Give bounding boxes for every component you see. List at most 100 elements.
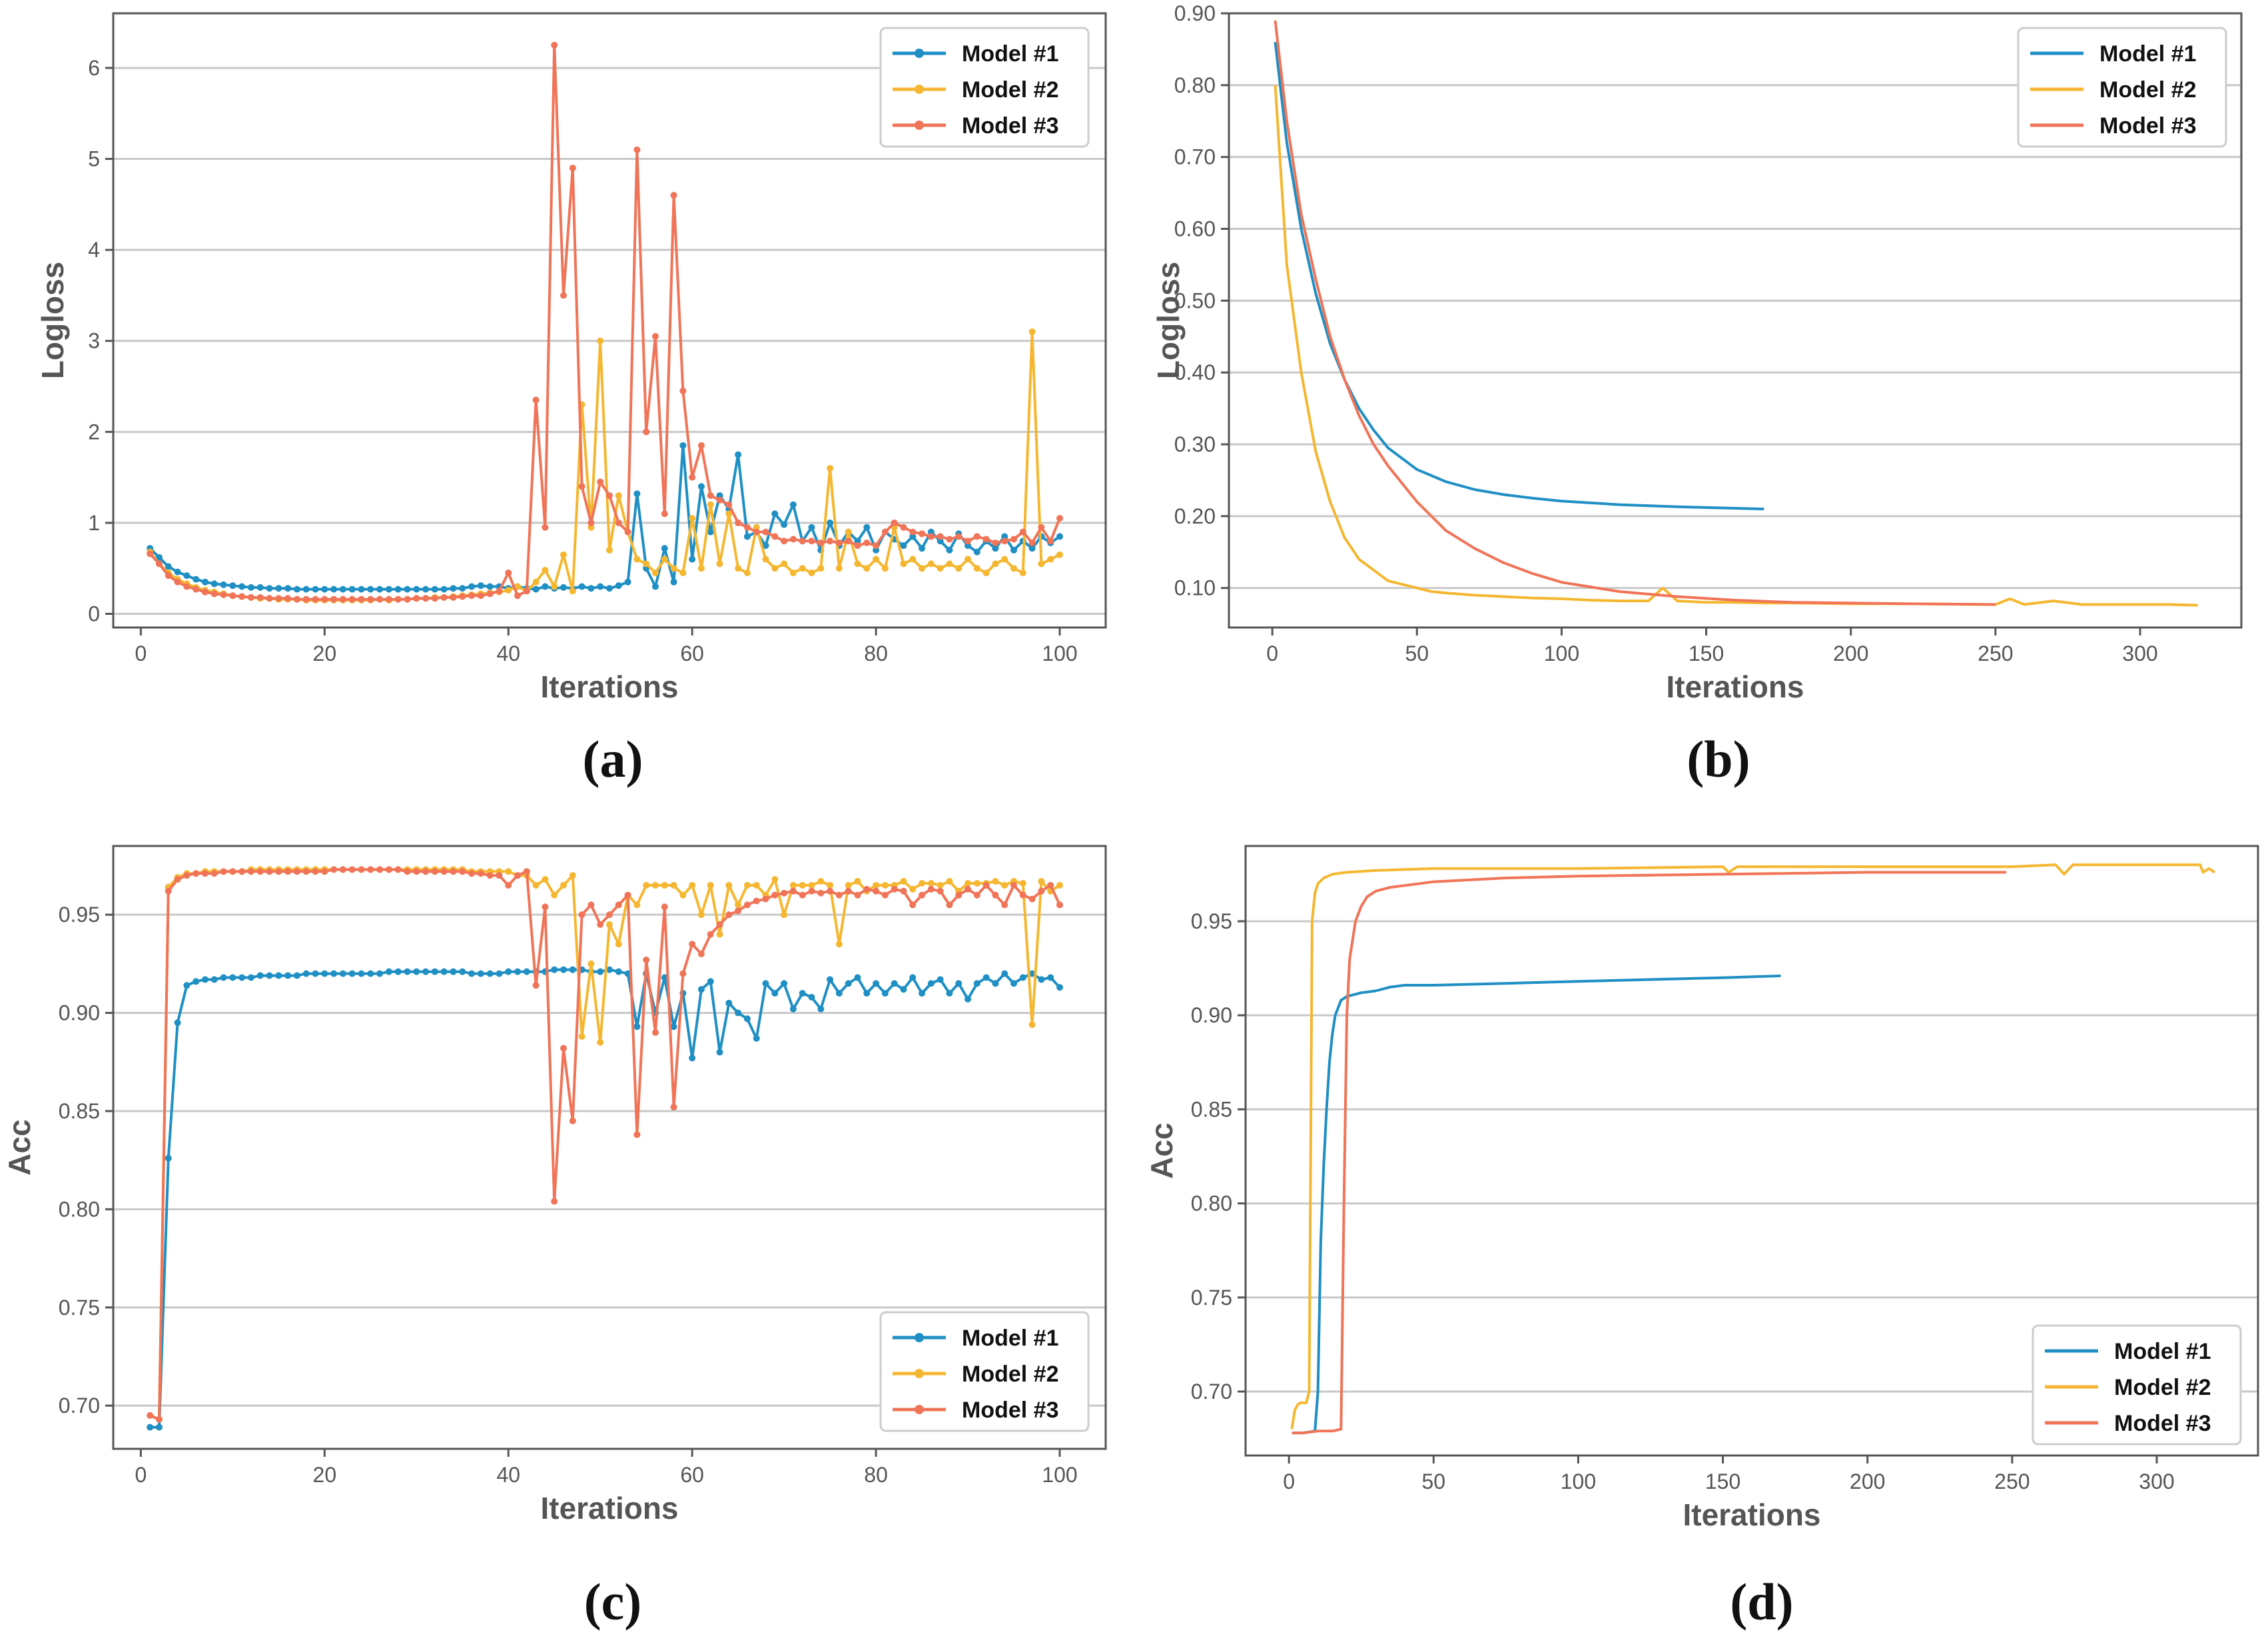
data-point-model-2 [873, 556, 880, 563]
data-point-model-1 [560, 966, 567, 973]
data-point-model-3 [1038, 887, 1045, 895]
data-point-model-2 [1010, 565, 1018, 572]
data-point-model-2 [753, 881, 760, 889]
data-point-model-1 [743, 1015, 751, 1023]
data-point-model-3 [275, 595, 282, 602]
data-point-model-1 [689, 1054, 696, 1062]
data-point-model-1 [330, 586, 338, 593]
data-point-model-2 [1019, 570, 1026, 577]
data-point-model-3 [909, 528, 917, 536]
data-point-model-1 [174, 568, 181, 576]
data-point-model-2 [781, 911, 788, 919]
y-tick-label: 0.60 [1174, 217, 1216, 241]
panel-label-d: (d) [1730, 1573, 1794, 1631]
legend-box [2017, 27, 2227, 148]
data-point-model-1 [404, 968, 411, 975]
data-point-model-2 [808, 881, 815, 889]
data-point-model-3 [716, 921, 723, 928]
data-point-model-1 [606, 966, 613, 973]
data-point-model-3 [891, 885, 898, 893]
data-point-model-2 [992, 878, 999, 885]
data-point-model-2 [881, 565, 889, 572]
data-point-model-3 [505, 570, 512, 577]
data-point-model-3 [762, 528, 769, 536]
data-point-model-3 [376, 866, 384, 873]
data-point-model-3 [992, 539, 999, 546]
data-point-model-3 [873, 887, 880, 895]
data-point-model-1 [633, 490, 641, 498]
data-point-model-1 [863, 990, 871, 997]
y-tick-label: 0.75 [59, 1296, 100, 1320]
data-point-model-2 [919, 565, 926, 572]
data-point-model-3 [827, 887, 834, 895]
data-point-model-3 [835, 539, 843, 546]
chart-1: 0.10 0.20 0.30 0.40 0.50 0.60 0.70 0.80 0.90 0 50 1… [1151, 1, 2243, 704]
data-point-model-2 [992, 560, 999, 568]
x-tick-label: 150 [1705, 1469, 1740, 1493]
x-tick-label: 100 [1042, 641, 1077, 665]
data-point-model-3 [771, 533, 779, 540]
data-point-model-1 [900, 542, 907, 550]
data-point-model-3 [284, 595, 292, 602]
data-point-model-3 [394, 866, 402, 873]
data-point-model-3 [762, 895, 769, 903]
data-point-model-3 [835, 891, 843, 899]
data-point-model-3 [247, 594, 254, 601]
data-point-model-1 [697, 483, 705, 490]
data-point-model-1 [496, 970, 503, 977]
y-tick-label: 0.30 [1174, 432, 1216, 456]
data-point-model-1 [330, 970, 338, 977]
data-point-model-3 [1056, 901, 1064, 909]
data-point-model-2 [743, 570, 751, 577]
data-point-model-2 [505, 868, 512, 875]
x-tick-label: 150 [1689, 641, 1724, 665]
data-point-model-1 [256, 972, 264, 979]
data-point-model-1 [367, 586, 374, 593]
data-point-model-3 [624, 528, 631, 536]
data-point-model-2 [854, 878, 861, 885]
data-point-model-1 [919, 990, 926, 997]
data-point-model-3 [624, 891, 631, 899]
data-point-model-1 [946, 990, 953, 997]
data-point-model-1 [753, 1034, 760, 1042]
data-point-model-1 [201, 976, 208, 983]
x-tick-label: 40 [496, 641, 520, 665]
data-point-model-1 [551, 966, 558, 973]
data-point-model-1 [431, 968, 438, 975]
plot-frame [112, 845, 1107, 1450]
data-point-model-3 [147, 1412, 154, 1419]
data-point-model-2 [937, 565, 944, 572]
data-point-model-2 [881, 881, 889, 889]
data-point-model-1 [210, 580, 218, 588]
data-point-model-2 [919, 880, 926, 887]
data-point-model-1 [927, 980, 935, 987]
data-point-model-1 [302, 586, 310, 593]
data-point-model-3 [937, 533, 944, 540]
data-point-model-3 [964, 885, 972, 893]
data-point-model-1 [909, 974, 917, 981]
data-point-model-1 [155, 1424, 163, 1431]
data-point-model-3 [183, 583, 190, 590]
data-point-model-3 [165, 887, 172, 895]
data-point-model-3 [330, 866, 338, 873]
data-point-model-1 [266, 972, 273, 979]
data-point-model-3 [799, 891, 806, 899]
data-point-model-1 [1056, 984, 1064, 991]
data-point-model-2 [1001, 556, 1008, 563]
data-point-model-3 [661, 903, 668, 911]
data-point-model-3 [477, 870, 484, 877]
data-point-model-1 [422, 586, 430, 593]
y-tick-label: 0.80 [1191, 1192, 1232, 1216]
data-point-model-1 [312, 970, 319, 977]
data-point-model-3 [431, 595, 438, 602]
x-axis-label: Iterations [540, 1491, 678, 1525]
data-point-model-3 [1019, 528, 1026, 536]
data-point-model-3 [302, 596, 310, 603]
data-point-model-3 [404, 596, 411, 603]
data-point-model-3 [284, 868, 292, 875]
data-point-model-3 [376, 596, 384, 603]
data-point-model-1 [339, 586, 346, 593]
data-point-model-3 [1047, 538, 1054, 545]
data-point-model-1 [982, 974, 990, 981]
data-point-model-1 [1010, 546, 1018, 554]
